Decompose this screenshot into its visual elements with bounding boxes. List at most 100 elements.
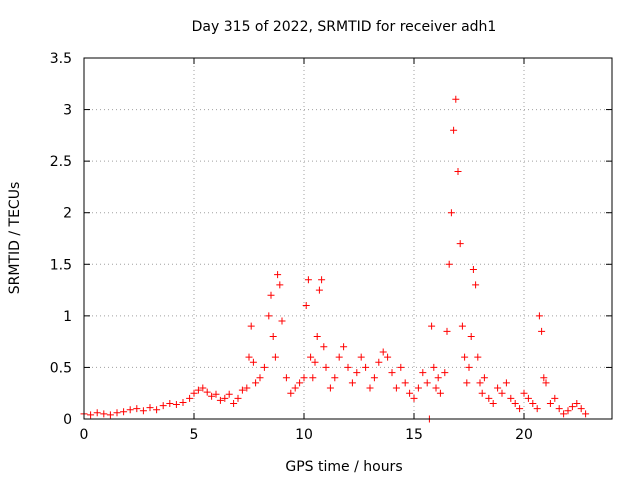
data-point bbox=[260, 363, 268, 371]
data-point bbox=[489, 400, 497, 408]
data-point bbox=[452, 95, 460, 103]
data-point bbox=[406, 389, 414, 397]
data-point bbox=[447, 209, 455, 217]
data-point bbox=[245, 353, 253, 361]
data-point bbox=[419, 369, 427, 377]
data-point bbox=[225, 390, 233, 398]
data-point bbox=[375, 358, 383, 366]
data-point bbox=[564, 407, 572, 415]
data-point bbox=[278, 317, 286, 325]
data-point bbox=[494, 384, 502, 392]
data-point bbox=[172, 401, 180, 409]
data-point bbox=[133, 405, 141, 413]
data-point bbox=[529, 400, 537, 408]
chart-title: Day 315 of 2022, SRMTID for receiver adh… bbox=[192, 19, 497, 35]
data-point bbox=[326, 384, 334, 392]
data-point bbox=[153, 406, 161, 414]
data-point bbox=[542, 379, 550, 387]
data-point bbox=[370, 374, 378, 382]
data-point bbox=[392, 384, 400, 392]
data-point bbox=[463, 379, 471, 387]
data-point bbox=[100, 410, 108, 418]
data-point bbox=[461, 353, 469, 361]
data-point bbox=[456, 240, 464, 248]
data-point bbox=[318, 276, 326, 284]
data-point bbox=[465, 363, 473, 371]
data-point bbox=[533, 405, 541, 413]
data-point bbox=[414, 384, 422, 392]
data-point bbox=[296, 379, 304, 387]
data-point bbox=[304, 276, 312, 284]
data-point bbox=[331, 374, 339, 382]
data-point bbox=[190, 389, 198, 397]
data-point bbox=[568, 403, 576, 411]
data-point bbox=[106, 411, 114, 419]
data-point bbox=[274, 271, 282, 279]
data-point bbox=[256, 374, 264, 382]
data-point bbox=[573, 400, 581, 408]
data-point bbox=[538, 327, 546, 335]
data-point bbox=[307, 353, 315, 361]
data-point bbox=[454, 167, 462, 175]
data-point bbox=[344, 363, 352, 371]
data-point bbox=[243, 384, 251, 392]
data-point bbox=[401, 379, 409, 387]
data-point bbox=[179, 398, 187, 406]
data-point bbox=[524, 394, 532, 402]
x-tick-label: 5 bbox=[190, 427, 199, 443]
data-point bbox=[166, 400, 174, 408]
x-axis-label: GPS time / hours bbox=[285, 459, 402, 475]
data-point bbox=[340, 343, 348, 351]
data-point bbox=[546, 400, 554, 408]
data-point bbox=[423, 379, 431, 387]
data-point bbox=[199, 384, 207, 392]
data-point bbox=[520, 389, 528, 397]
data-point bbox=[265, 312, 273, 320]
data-point bbox=[560, 410, 568, 418]
data-point bbox=[238, 386, 246, 394]
data-point bbox=[320, 343, 328, 351]
data-point bbox=[203, 388, 211, 396]
y-tick-label: 1 bbox=[63, 309, 72, 325]
data-point bbox=[379, 348, 387, 356]
data-point bbox=[208, 392, 216, 400]
data-point bbox=[212, 390, 220, 398]
data-point bbox=[249, 358, 257, 366]
data-point bbox=[511, 400, 519, 408]
data-point bbox=[535, 312, 543, 320]
data-point bbox=[428, 322, 436, 330]
data-point bbox=[516, 405, 524, 413]
data-point bbox=[410, 394, 418, 402]
data-point bbox=[186, 394, 194, 402]
data-point bbox=[472, 281, 480, 289]
data-point bbox=[555, 405, 563, 413]
data-point bbox=[357, 353, 365, 361]
data-point bbox=[291, 384, 299, 392]
data-point bbox=[353, 369, 361, 377]
data-point bbox=[322, 363, 330, 371]
data-point bbox=[271, 353, 279, 361]
y-tick-label: 0.5 bbox=[50, 360, 72, 376]
data-point bbox=[146, 404, 154, 412]
y-tick-label: 3 bbox=[63, 103, 72, 119]
y-tick-label: 2 bbox=[63, 206, 72, 222]
data-point bbox=[397, 363, 405, 371]
x-tick-label: 0 bbox=[80, 427, 89, 443]
data-point bbox=[441, 369, 449, 377]
y-tick-label: 1.5 bbox=[50, 257, 72, 273]
data-point bbox=[436, 389, 444, 397]
data-point bbox=[469, 265, 477, 273]
data-point bbox=[434, 374, 442, 382]
data-point bbox=[282, 374, 290, 382]
data-point bbox=[498, 389, 506, 397]
data-point bbox=[577, 405, 585, 413]
data-point bbox=[476, 379, 484, 387]
data-point bbox=[159, 402, 167, 410]
data-point bbox=[450, 126, 458, 134]
data-point bbox=[267, 291, 275, 299]
data-point bbox=[478, 389, 486, 397]
data-point bbox=[551, 394, 559, 402]
data-point bbox=[300, 374, 308, 382]
data-point bbox=[474, 353, 482, 361]
data-point bbox=[502, 379, 510, 387]
